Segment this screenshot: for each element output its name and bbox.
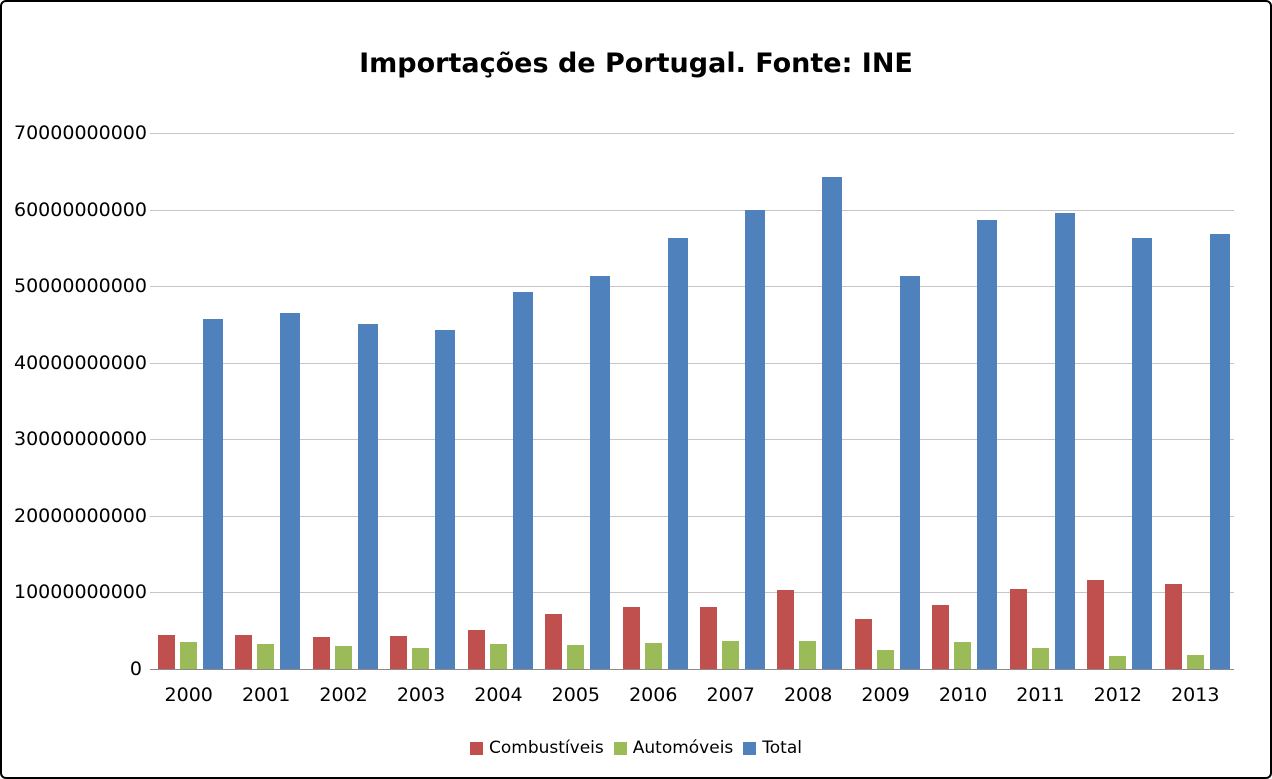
legend-label: Total — [762, 738, 802, 758]
legend-swatch — [613, 741, 627, 755]
legend-item-automóveis: Automóveis — [613, 738, 734, 758]
x-axis-tick-label: 2010 — [938, 684, 988, 706]
y-axis-tick-label: 70000000000 — [14, 122, 147, 144]
legend-label: Automóveis — [632, 738, 734, 758]
bar-total-2006 — [668, 238, 688, 669]
x-axis-tick-label: 2013 — [1171, 684, 1220, 706]
x-axis-tick-label: 2009 — [861, 684, 910, 706]
legend-item-total: Total — [743, 738, 802, 758]
legend-item-combustíveis: Combustíveis — [470, 738, 604, 758]
bar-automóveis-2004 — [490, 644, 507, 669]
bar-total-2003 — [435, 330, 455, 669]
bar-combustíveis-2009 — [855, 619, 872, 669]
x-axis-tick-label: 2004 — [474, 684, 523, 706]
bar-automóveis-2007 — [722, 641, 739, 669]
x-axis-line — [150, 669, 1234, 670]
bar-total-2000 — [203, 319, 223, 669]
x-axis-tick-label: 2008 — [783, 684, 833, 706]
y-axis-tick-label: 30000000000 — [14, 428, 147, 451]
x-axis-tick-label: 2001 — [241, 684, 291, 706]
gridline — [150, 439, 1234, 441]
bar-automóveis-2008 — [799, 641, 816, 669]
bar-combustíveis-2004 — [468, 630, 485, 669]
gridline — [150, 209, 1234, 211]
bar-total-2005 — [590, 276, 610, 669]
bar-automóveis-2006 — [645, 643, 662, 669]
bar-total-2011 — [1055, 213, 1075, 669]
bar-combustíveis-2011 — [1010, 589, 1027, 669]
bar-combustíveis-2010 — [932, 605, 949, 669]
bar-automóveis-2003 — [412, 648, 429, 669]
bar-total-2001 — [280, 313, 300, 669]
bar-automóveis-2011 — [1032, 648, 1049, 669]
x-axis-tick-label: 2002 — [319, 684, 368, 706]
x-axis-tick-label: 2005 — [551, 684, 601, 706]
bar-automóveis-2005 — [567, 645, 584, 669]
bar-total-2007 — [745, 210, 765, 669]
bar-combustíveis-2002 — [313, 637, 330, 669]
chart-title: Importações de Portugal. Fonte: INE — [359, 48, 913, 79]
bar-automóveis-2001 — [257, 644, 274, 669]
bar-total-2013 — [1210, 234, 1230, 669]
bar-combustíveis-2005 — [545, 614, 562, 669]
bar-total-2008 — [822, 177, 842, 669]
y-axis-tick-label: 40000000000 — [14, 351, 147, 374]
x-axis-tick-label: 2011 — [1016, 684, 1065, 706]
bar-combustíveis-2007 — [700, 607, 717, 669]
plot-area — [150, 133, 1234, 669]
x-axis-tick-label: 2003 — [396, 684, 446, 706]
bar-automóveis-2012 — [1109, 656, 1126, 669]
bar-combustíveis-2013 — [1165, 584, 1182, 669]
y-axis-tick-label: 10000000000 — [14, 581, 147, 604]
legend-swatch — [470, 741, 483, 755]
bar-combustíveis-2001 — [235, 635, 252, 669]
bar-combustíveis-2012 — [1087, 580, 1104, 669]
x-axis-tick-label: 2006 — [629, 684, 678, 706]
bar-automóveis-2002 — [335, 646, 352, 669]
legend-swatch — [743, 741, 757, 755]
y-axis-tick-label: 20000000000 — [14, 504, 147, 527]
bar-combustíveis-2003 — [390, 636, 407, 669]
bar-automóveis-2013 — [1187, 655, 1204, 669]
bar-total-2010 — [977, 220, 997, 669]
bar-combustíveis-2006 — [623, 607, 640, 669]
legend-label: Combustíveis — [489, 738, 604, 758]
bar-total-2002 — [358, 324, 378, 669]
bar-total-2009 — [900, 276, 920, 669]
bar-total-2012 — [1132, 238, 1152, 669]
bar-combustíveis-2000 — [158, 635, 175, 669]
bar-total-2004 — [513, 292, 533, 669]
gridline — [150, 286, 1234, 288]
y-axis-tick-label: 50000000000 — [14, 275, 147, 298]
gridline — [150, 592, 1234, 594]
gridline — [150, 515, 1234, 517]
x-axis-tick-label: 2000 — [164, 684, 213, 706]
bar-automóveis-2009 — [877, 650, 894, 669]
y-axis-tick-label: 0 — [129, 658, 142, 680]
x-axis-tick-label: 2007 — [706, 684, 755, 706]
legend: Combustíveis Automóveis Total — [2, 736, 1270, 760]
y-axis-tick-label: 60000000000 — [14, 198, 147, 221]
x-axis-tick-label: 2012 — [1093, 684, 1143, 706]
bar-combustíveis-2008 — [777, 590, 794, 669]
gridline — [150, 362, 1234, 364]
gridline — [150, 133, 1234, 134]
bar-automóveis-2010 — [954, 642, 971, 669]
bar-automóveis-2000 — [180, 642, 197, 669]
